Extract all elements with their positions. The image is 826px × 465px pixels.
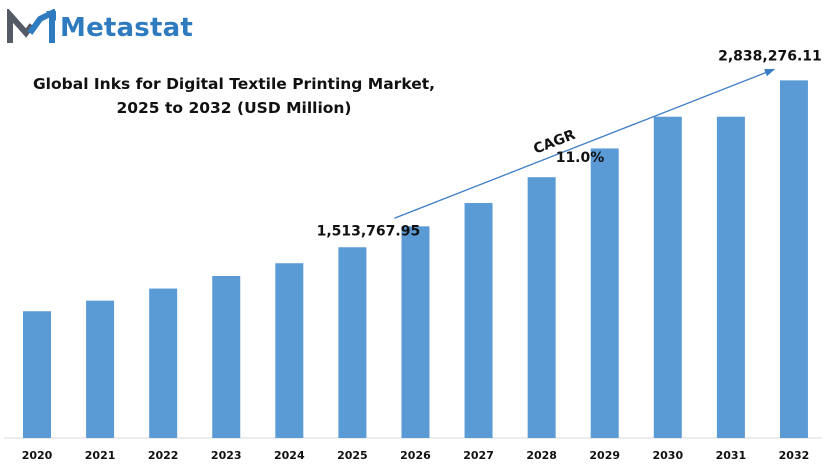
x-tick-label-2026: 2026 xyxy=(400,449,431,462)
cagr-arrow xyxy=(394,68,776,219)
x-tick-label-2028: 2028 xyxy=(526,449,557,462)
bar-2030 xyxy=(653,116,682,438)
x-tick-label-2032: 2032 xyxy=(779,449,810,462)
bar-2029 xyxy=(590,148,619,438)
bar-2020 xyxy=(23,311,51,438)
brand-name: Metastat xyxy=(60,13,193,43)
x-tick-label-2023: 2023 xyxy=(211,449,242,462)
x-tick-label-2027: 2027 xyxy=(463,449,494,462)
bar-2024 xyxy=(275,263,304,438)
metastat-m-logo-icon xyxy=(7,9,56,43)
bar-2026 xyxy=(401,226,430,438)
bar-2023 xyxy=(212,275,241,438)
bar-2031 xyxy=(716,116,745,438)
brand-logo: Metastat xyxy=(6,8,193,48)
bar-2025 xyxy=(338,247,367,438)
x-tick-label-2024: 2024 xyxy=(274,449,305,462)
chart-title-line-2: 2025 to 2032 (USD Million) xyxy=(116,99,352,117)
bar-2028 xyxy=(527,177,556,438)
x-tick-label-2022: 2022 xyxy=(148,449,179,462)
bar-2022 xyxy=(149,288,178,438)
x-tick-label-2020: 2020 xyxy=(22,449,53,462)
annotation-start-value: 1,513,767.95 xyxy=(317,223,421,239)
x-tick-label-2021: 2021 xyxy=(85,449,116,462)
x-tick-label-2025: 2025 xyxy=(337,449,368,462)
x-tick-label-2029: 2029 xyxy=(589,449,620,462)
bar-2021 xyxy=(86,300,115,438)
chart-title-line-1: Global Inks for Digital Textile Printing… xyxy=(32,75,436,93)
x-tick-label-2030: 2030 xyxy=(652,449,683,462)
bar-2032 xyxy=(779,80,808,439)
cagr-value: 11.0% xyxy=(556,150,605,166)
chart-title: Global Inks for Digital Textile Printing… xyxy=(10,72,458,120)
x-tick-label-2031: 2031 xyxy=(716,449,747,462)
annotation-end-value: 2,838,276.11 xyxy=(718,48,822,64)
bar-2027 xyxy=(464,203,493,438)
